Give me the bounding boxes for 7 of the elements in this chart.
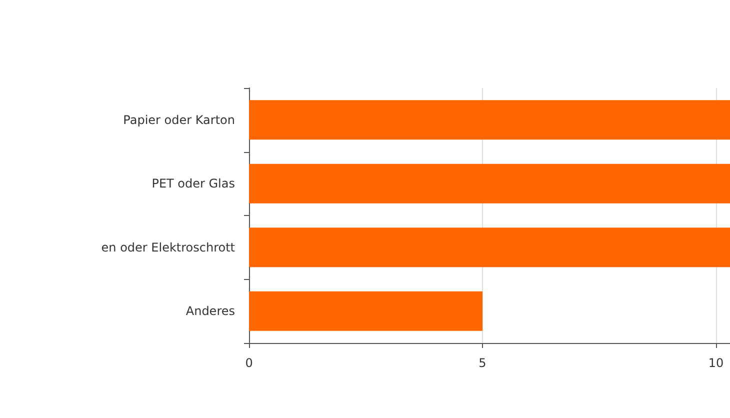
y-tick-label: PET oder Glas bbox=[152, 176, 235, 191]
y-tick-label: Papier oder Karton bbox=[123, 112, 235, 127]
x-tick-label: 10 bbox=[708, 356, 724, 370]
x-tick-label: 5 bbox=[478, 356, 486, 370]
y-tick-label: Anderes bbox=[186, 304, 235, 318]
y-tick-label: en oder Elektroschrott bbox=[101, 240, 236, 254]
x-tick-label: 0 bbox=[245, 356, 253, 370]
